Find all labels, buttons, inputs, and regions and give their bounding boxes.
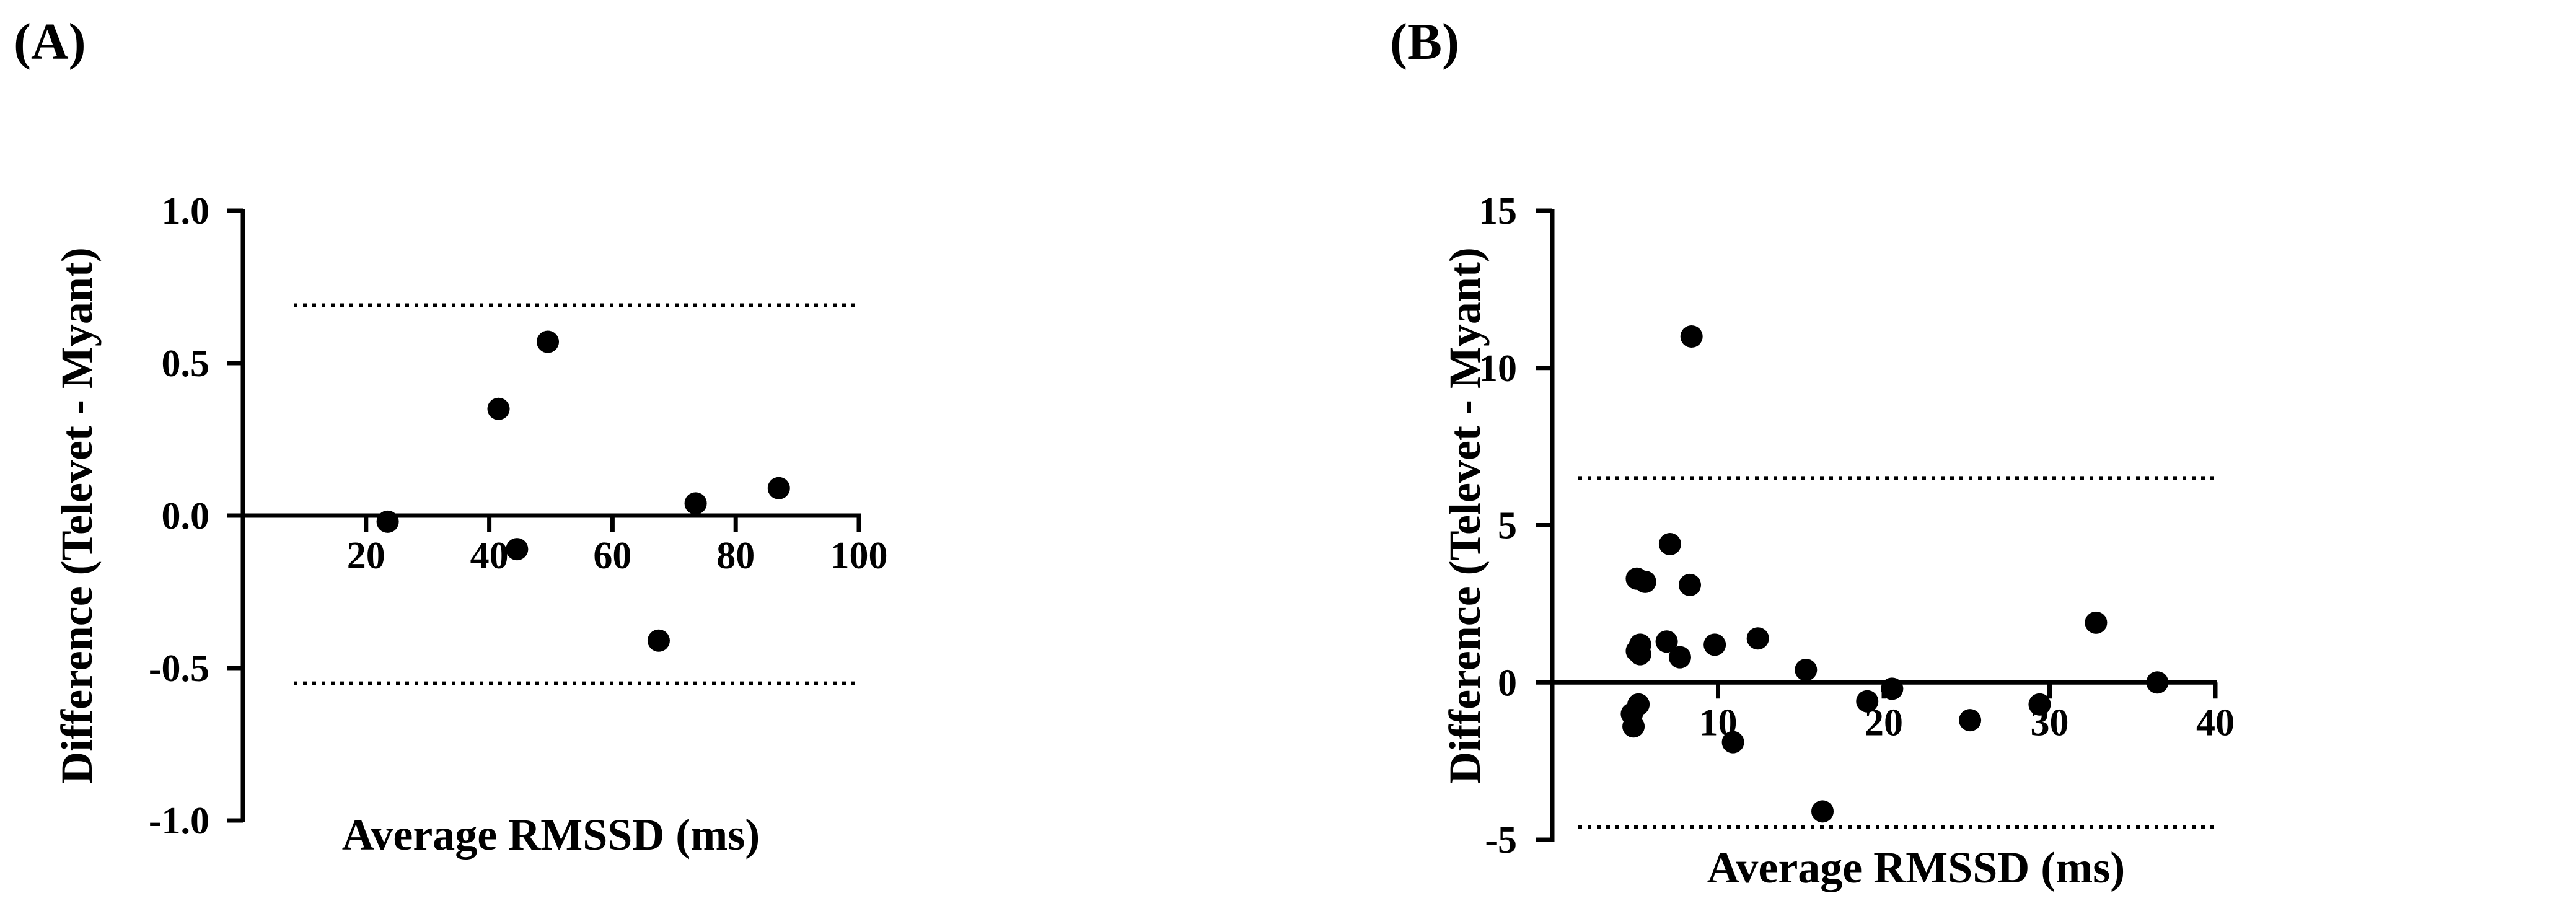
y-tick-label: 10	[1479, 348, 1517, 390]
data-point	[1680, 325, 1703, 348]
y-tick-label: 15	[1479, 190, 1517, 232]
data-point	[2085, 611, 2108, 634]
x-tick-label: 40	[2196, 701, 2235, 744]
x-tick-label: 20	[347, 535, 385, 577]
data-point	[1629, 643, 1651, 666]
data-point	[1655, 630, 1678, 653]
panel-a: (A) 1.0 0.5 0.0 -0.5 -1.0 20 40 60 80 100 Average R…	[14, 13, 888, 860]
y-tick-label: 0.0	[162, 495, 210, 537]
data-point	[1856, 690, 1879, 713]
data-point	[684, 492, 707, 515]
data-point	[506, 538, 529, 561]
data-point	[1668, 646, 1691, 669]
data-point	[1811, 800, 1834, 823]
panel-label: (B)	[1390, 13, 1459, 71]
data-point	[2146, 671, 2169, 694]
data-point	[1622, 715, 1645, 738]
x-tick-label: 40	[470, 535, 509, 577]
y-tick-label: -1.0	[149, 800, 209, 842]
x-axis-title: Average RMSSD (ms)	[1707, 843, 2125, 892]
data-point	[1658, 532, 1681, 555]
data-point	[1703, 633, 1726, 656]
data-point	[1746, 627, 1769, 650]
y-tick-label: 1.0	[162, 190, 210, 232]
data-point	[1679, 573, 1702, 596]
x-tick-label: 60	[593, 535, 631, 577]
y-axis-title: Difference (Televet - Myant)	[1440, 247, 1490, 784]
x-tick-label: 80	[716, 535, 755, 577]
data-point	[1795, 658, 1818, 681]
data-point	[1959, 709, 1982, 732]
y-axis-title: Difference (Televet - Myant)	[52, 247, 102, 784]
data-point	[1721, 731, 1744, 754]
data-point	[2028, 693, 2051, 716]
y-tick-label: -0.5	[149, 648, 209, 690]
x-tick-label: 100	[830, 535, 888, 577]
y-tick-label: 0.5	[162, 343, 210, 385]
data-point	[487, 397, 510, 420]
data-point	[1881, 677, 1904, 700]
data-point	[537, 330, 560, 353]
data-point	[767, 477, 790, 499]
y-tick-label: -5	[1485, 819, 1517, 861]
data-point	[376, 510, 399, 533]
x-axis-title: Average RMSSD (ms)	[342, 810, 760, 860]
data-point	[647, 629, 670, 652]
data-point	[1633, 570, 1656, 593]
y-tick-label: 5	[1498, 505, 1517, 547]
y-tick-label: 0	[1498, 662, 1517, 704]
panel-label: (A)	[14, 13, 86, 71]
